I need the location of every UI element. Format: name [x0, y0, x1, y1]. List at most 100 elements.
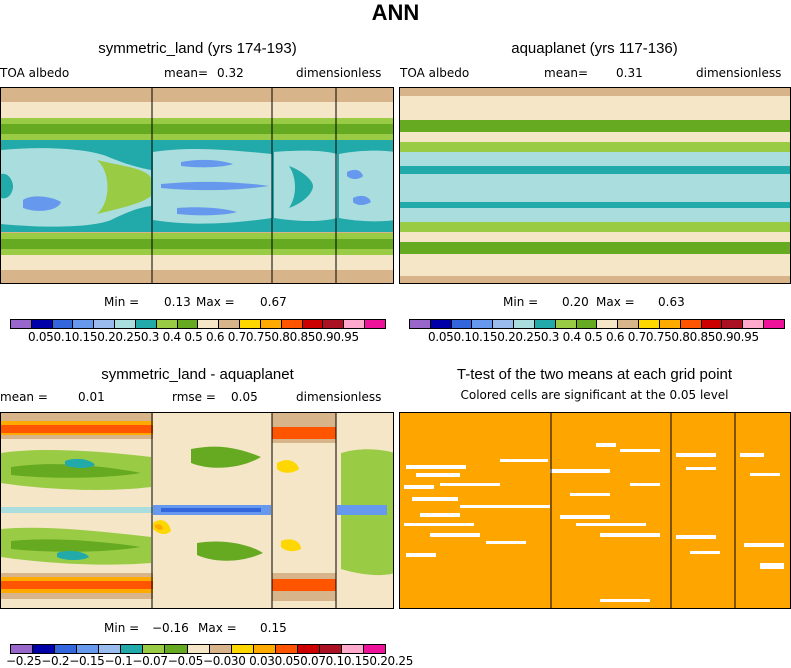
panel1-colorbar-swatch-10	[218, 320, 240, 328]
panel2-units: dimensionless	[696, 66, 782, 80]
p3-equator-blue-east	[337, 505, 387, 515]
p3-green-mid-1	[191, 446, 261, 468]
panel2-variable-label: TOA albedo	[400, 66, 470, 80]
panel3-colorbar-swatch-15	[340, 645, 363, 653]
p3-yellow-blob-2	[277, 460, 299, 473]
p2-band-dg-bottom-2	[400, 222, 790, 232]
p1-bulge-green-east	[289, 166, 313, 208]
panel3-colorbar-swatch-12	[274, 645, 297, 653]
p3-bottom-red	[1, 581, 153, 589]
panel1-colorbar-swatch-14	[301, 320, 323, 328]
panel2-colorbar-swatch-12	[658, 320, 680, 328]
panel2-mean-label: mean=	[544, 66, 589, 80]
panel3-max-value: 0.15	[260, 621, 287, 635]
panel1-colorbar-swatch-17	[364, 320, 385, 328]
panel1-min-value: 0.13	[164, 295, 191, 309]
p1-band-darkgreen-bottom	[1, 239, 393, 249]
p2-band-green-top	[400, 132, 790, 142]
panel2-colorbar-swatch-16	[742, 320, 764, 328]
panel3-mean-label: mean =	[0, 390, 48, 404]
panel2-colorbar-swatch-6	[533, 320, 555, 328]
panel3-colorbar-swatch-11	[252, 645, 275, 653]
p2-band-beige-bottom	[400, 254, 790, 276]
panel1-colorbar-swatch-12	[259, 320, 281, 328]
panel1-colorbar-swatch-8	[176, 320, 198, 328]
p1-blue-blob-5	[347, 169, 363, 179]
panel1-mean-value: 0.32	[217, 66, 244, 80]
panel1-title: symmetric_land (yrs 174-193)	[98, 40, 297, 57]
p3-teal-blob-upper	[65, 458, 95, 468]
panel3-colorbar-swatch-13	[296, 645, 319, 653]
panel3-colorbar-swatch-4	[98, 645, 121, 653]
panel3-min-value: −0.16	[152, 621, 189, 635]
p2-band-beige-mid-bottom	[400, 232, 790, 242]
panel2-colorbar-swatch-0	[410, 320, 430, 328]
p4-significant-cells	[400, 413, 790, 608]
panel1-colorbar-swatch-11	[239, 320, 260, 328]
panel3-colorbar-swatch-2	[54, 645, 77, 653]
panel2-colorbar-swatch-2	[450, 320, 472, 328]
p3-darkgreen-west-lower	[11, 539, 141, 552]
panel2-title: aquaplanet (yrs 117-136)	[511, 40, 678, 57]
panel3-colorbar-swatch-7	[164, 645, 187, 653]
p1-cyan-region-far-east	[339, 150, 393, 222]
panel3-colorbar-swatch-10	[230, 645, 253, 653]
panel3-rmse-label: rmse =	[172, 390, 216, 404]
panel2-contour-map	[399, 87, 791, 284]
panel3-rmse-value: 0.05	[231, 390, 258, 404]
panel1-max-label: Max =	[196, 295, 235, 309]
p1-blue-blob-2	[181, 159, 233, 168]
panel1-colorbar-swatch-3	[72, 320, 94, 328]
panel1-colorbar-swatch-15	[322, 320, 344, 328]
panel2-colorbar-ticks: 0.050.10.150.20.250.3 0.4 0.5 0.6 0.70.7…	[428, 330, 759, 344]
panel2-colorbar-swatch-15	[721, 320, 743, 328]
panel1-colorbar-swatch-7	[155, 320, 177, 328]
panel1-colorbar-swatch-0	[11, 320, 31, 328]
panel3-colorbar-swatch-1	[32, 645, 55, 653]
panel3-colorbar-swatch-0	[11, 645, 33, 653]
p2-band-darkgreen-top	[400, 120, 790, 132]
panel2-colorbar-swatch-9	[596, 320, 618, 328]
panel1-max-value: 0.67	[260, 295, 287, 309]
panel2-colorbar-swatch-3	[471, 320, 493, 328]
panel3-title: symmetric_land - aquaplanet	[101, 366, 294, 383]
panel2-min-label: Min =	[503, 295, 539, 309]
p3-equator-darkblue	[161, 508, 261, 512]
panel4-ttest-map	[399, 412, 791, 609]
panel3-colorbar	[10, 644, 386, 654]
panel1-colorbar-swatch-16	[343, 320, 365, 328]
panel4-title: T-test of the two means at each grid poi…	[456, 366, 733, 383]
panel1-colorbar-swatch-13	[280, 320, 302, 328]
panel3-colorbar-swatch-14	[318, 645, 341, 653]
panel3-min-label: Min =	[104, 621, 140, 635]
p3-yellow-blob-3	[281, 539, 301, 552]
panel3-contour-map	[0, 412, 394, 609]
panel1-colorbar	[10, 319, 386, 329]
panel2-colorbar-swatch-13	[679, 320, 701, 328]
panel1-colorbar-swatch-1	[30, 320, 52, 328]
panel2-colorbar-swatch-5	[513, 320, 534, 328]
p2-band-teal-upper	[400, 166, 790, 174]
p1-blue-blob-1	[23, 196, 61, 211]
panel2-colorbar	[409, 319, 785, 329]
panel2-min-value: 0.20	[562, 295, 589, 309]
panel1-colorbar-swatch-5	[114, 320, 135, 328]
panel2-colorbar-swatch-4	[492, 320, 514, 328]
p3-top-red	[1, 425, 153, 433]
p3-darkgreen-west-upper	[11, 464, 141, 478]
p1-blue-blob-3	[161, 181, 269, 191]
panel3-colorbar-swatch-3	[76, 645, 99, 653]
p3-teal-blob-lower	[57, 550, 89, 560]
panel3-colorbar-swatch-16	[363, 645, 386, 653]
panel1-colorbar-swatch-4	[93, 320, 115, 328]
p1-blue-blob-4	[177, 207, 237, 216]
p1-bulge-green	[97, 160, 151, 214]
p3-top-red-east	[272, 427, 336, 439]
p2-band-dg-top-2	[400, 142, 790, 152]
panel2-max-label: Max =	[596, 295, 635, 309]
p2-band-teal-lower	[400, 202, 790, 208]
panel1-colorbar-swatch-9	[197, 320, 219, 328]
panel1-contour-map	[0, 87, 394, 284]
panel2-colorbar-swatch-1	[429, 320, 451, 328]
panel1-mean-label: mean=	[164, 66, 209, 80]
